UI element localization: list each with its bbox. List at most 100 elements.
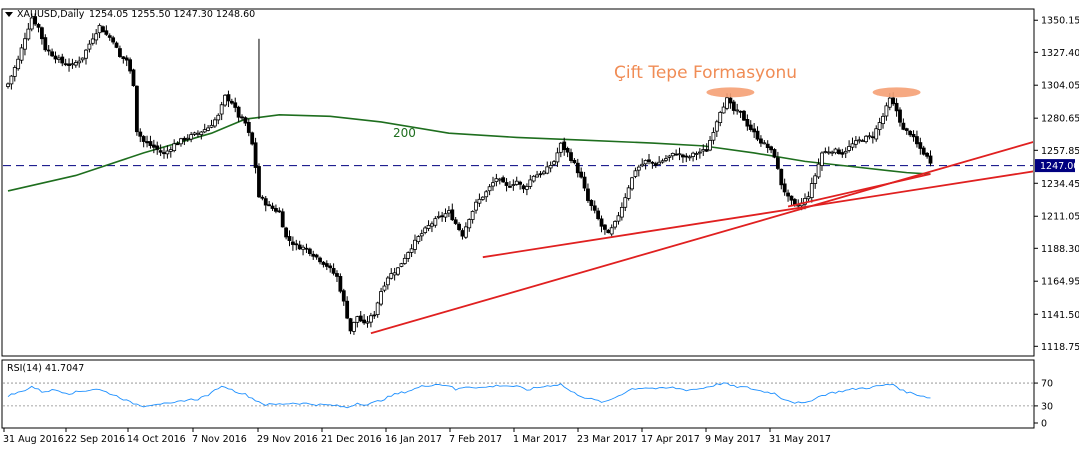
candle <box>280 208 285 228</box>
candle <box>413 234 417 254</box>
x-tick-label: 7 Feb 2017 <box>449 434 502 445</box>
candle <box>908 129 913 138</box>
candle <box>419 229 424 241</box>
candle <box>199 130 204 140</box>
candle <box>786 189 790 202</box>
collapse-arrow-icon[interactable] <box>5 12 13 17</box>
candle <box>463 222 468 239</box>
candle <box>857 136 862 144</box>
y-tick-label: 1118.75 <box>1041 342 1079 353</box>
candle <box>748 120 753 132</box>
candle <box>599 215 604 233</box>
candle <box>40 26 44 45</box>
candle <box>447 206 451 218</box>
y-tick-label: 1141.50 <box>1041 310 1079 321</box>
candle <box>168 146 173 158</box>
candle <box>603 224 607 235</box>
candle <box>555 147 560 167</box>
candle <box>789 195 794 206</box>
candle <box>172 139 177 153</box>
candle <box>589 199 594 211</box>
x-tick-label: 22 Sep 2016 <box>65 434 125 445</box>
candle <box>385 275 390 290</box>
candle <box>579 167 584 179</box>
candle <box>541 170 546 176</box>
candle <box>294 239 299 251</box>
candle <box>423 225 428 235</box>
candle <box>921 145 926 156</box>
x-axis: 31 Aug 2016 22 Sep 2016 14 Oct 2016 7 Nov 2… <box>3 428 831 445</box>
rsi-line <box>7 382 931 409</box>
candle <box>87 40 92 53</box>
candle <box>416 235 421 245</box>
header: XAUUSD,Daily 1254.05 1255.50 1247.30 124… <box>5 9 255 20</box>
candle <box>674 149 679 156</box>
candle <box>179 137 183 147</box>
candle <box>711 127 716 145</box>
candle <box>101 25 105 33</box>
candle <box>806 191 811 202</box>
candle <box>518 180 523 190</box>
candle <box>274 204 278 214</box>
candle <box>925 151 930 159</box>
candle <box>484 189 489 202</box>
x-tick-label: 1 Mar 2017 <box>513 434 567 445</box>
candle <box>477 193 482 207</box>
rsi-pane-frame <box>1 359 1035 429</box>
y-tick-label: 1304.05 <box>1041 81 1079 92</box>
candle <box>864 134 868 144</box>
candle <box>840 148 845 158</box>
ma200-label: 200 <box>393 126 416 140</box>
candle <box>26 23 31 41</box>
candle <box>697 148 702 159</box>
candle <box>592 200 597 214</box>
candle <box>379 287 383 307</box>
candle <box>525 183 529 196</box>
candle <box>253 137 258 174</box>
rsi-tick-label: 30 <box>1041 401 1053 412</box>
candle <box>721 102 726 114</box>
candle <box>84 48 88 65</box>
candle <box>830 150 835 157</box>
candle <box>684 153 689 163</box>
candle <box>175 141 180 146</box>
candle <box>270 202 275 211</box>
x-tick-label: 29 Nov 2016 <box>257 434 318 445</box>
candle <box>443 208 448 223</box>
candle <box>881 112 885 129</box>
candle <box>647 153 651 165</box>
candle <box>735 103 740 115</box>
candle <box>56 54 61 63</box>
candle <box>9 74 14 90</box>
candle <box>833 147 838 155</box>
ma200-layer <box>7 114 931 192</box>
candle <box>158 144 163 157</box>
pattern-annotation: Çift Tepe Formasyonu <box>614 63 797 83</box>
candle <box>202 123 207 134</box>
candle <box>718 110 723 127</box>
candle <box>779 168 784 190</box>
candle <box>399 262 404 268</box>
candle <box>236 105 241 122</box>
candle <box>460 228 465 240</box>
candle <box>131 68 136 87</box>
candle <box>470 210 475 224</box>
candle <box>53 51 58 64</box>
y-tick-label: 1188.30 <box>1041 244 1079 255</box>
candle <box>457 222 461 232</box>
candle <box>640 158 645 168</box>
candle <box>565 146 570 158</box>
candle <box>738 110 743 118</box>
candle <box>23 32 27 56</box>
candle <box>633 167 638 179</box>
candle <box>494 173 499 187</box>
candle <box>341 288 346 306</box>
candle <box>782 178 787 196</box>
candle <box>396 266 400 276</box>
candle <box>569 148 573 164</box>
y-tick-label: 1234.45 <box>1041 179 1079 190</box>
candle <box>209 119 214 129</box>
candle <box>33 13 38 26</box>
candle <box>314 253 319 260</box>
